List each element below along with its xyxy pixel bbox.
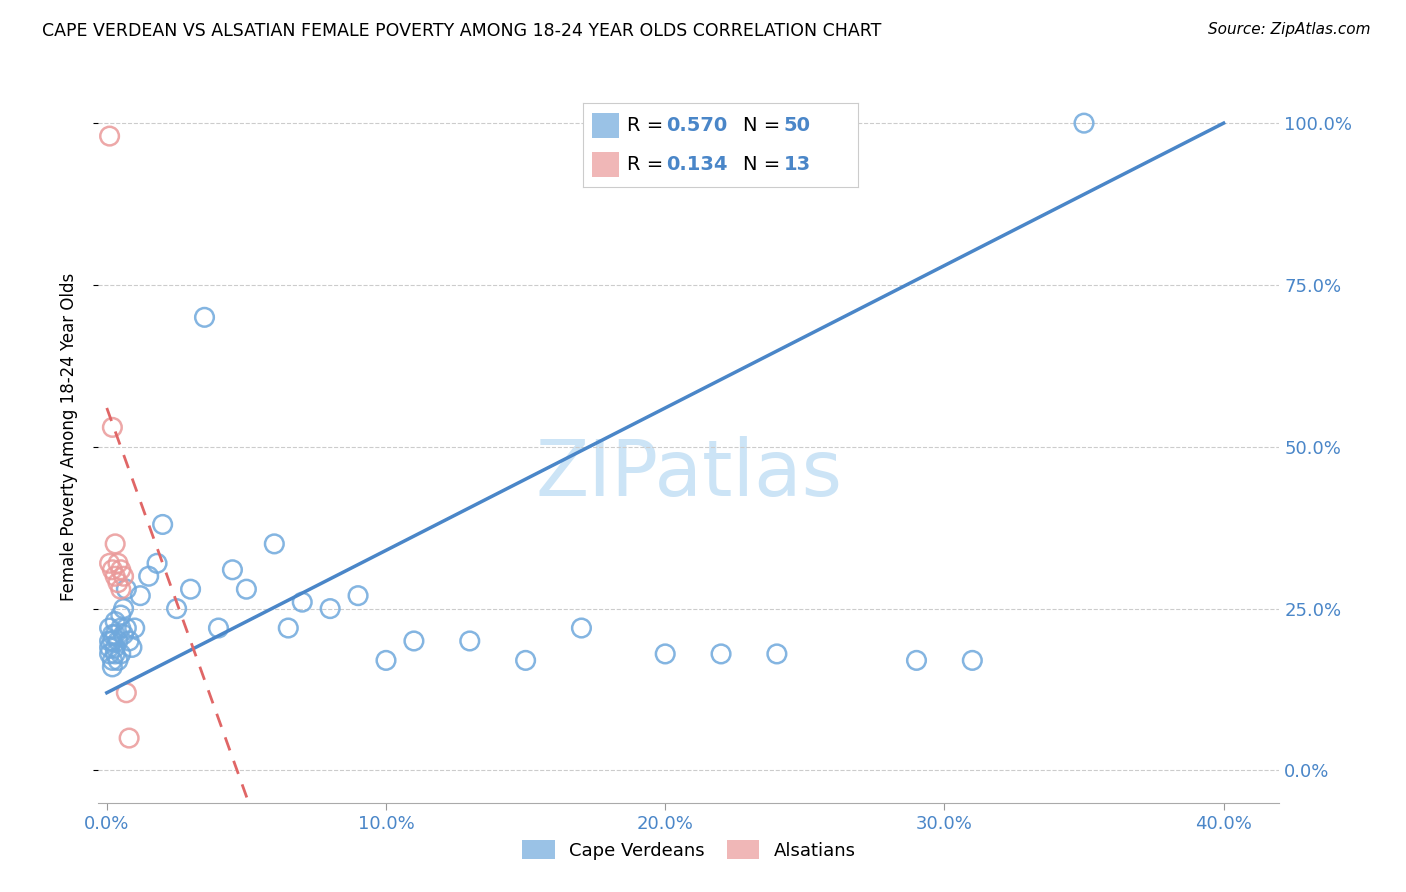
Text: N =: N = — [742, 155, 780, 174]
Point — [110, 647, 132, 661]
Point — [107, 557, 129, 571]
Point — [221, 563, 243, 577]
Point — [98, 647, 121, 661]
Point — [654, 647, 676, 661]
Point — [402, 634, 425, 648]
Point — [138, 569, 160, 583]
Point — [101, 627, 124, 641]
Point — [104, 569, 127, 583]
Point — [118, 634, 141, 648]
Point — [905, 653, 928, 667]
Point — [347, 589, 370, 603]
Point — [115, 621, 138, 635]
Point — [124, 621, 146, 635]
Point — [98, 640, 121, 655]
Point — [766, 647, 789, 661]
Text: 50: 50 — [783, 116, 811, 135]
Point — [193, 310, 215, 325]
Point — [1073, 116, 1095, 130]
Text: 0.134: 0.134 — [666, 155, 727, 174]
Bar — [592, 112, 619, 138]
Point — [962, 653, 984, 667]
Point — [571, 621, 593, 635]
Point — [112, 627, 135, 641]
Point — [107, 653, 129, 667]
Point — [98, 557, 121, 571]
Text: N =: N = — [742, 116, 780, 135]
Point — [207, 621, 229, 635]
Point — [235, 582, 257, 597]
Text: CAPE VERDEAN VS ALSATIAN FEMALE POVERTY AMONG 18-24 YEAR OLDS CORRELATION CHART: CAPE VERDEAN VS ALSATIAN FEMALE POVERTY … — [42, 22, 882, 40]
Point — [458, 634, 481, 648]
Text: ZIPatlas: ZIPatlas — [536, 435, 842, 512]
Point — [98, 621, 121, 635]
Point — [180, 582, 202, 597]
Point — [101, 634, 124, 648]
Point — [110, 621, 132, 635]
Point — [104, 647, 127, 661]
Point — [129, 589, 152, 603]
Point — [146, 557, 169, 571]
Point — [515, 653, 537, 667]
Text: R =: R = — [627, 116, 664, 135]
Point — [115, 582, 138, 597]
Point — [101, 563, 124, 577]
Y-axis label: Female Poverty Among 18-24 Year Olds: Female Poverty Among 18-24 Year Olds — [59, 273, 77, 601]
Point — [101, 653, 124, 667]
Point — [166, 601, 188, 615]
Point — [101, 660, 124, 674]
Point — [112, 569, 135, 583]
Bar — [592, 152, 619, 178]
Point — [101, 420, 124, 434]
Point — [118, 731, 141, 745]
Point — [263, 537, 285, 551]
Point — [104, 627, 127, 641]
Text: R =: R = — [627, 155, 664, 174]
Legend: Cape Verdeans, Alsatians: Cape Verdeans, Alsatians — [515, 833, 863, 867]
Point — [110, 608, 132, 623]
Point — [115, 686, 138, 700]
Text: Source: ZipAtlas.com: Source: ZipAtlas.com — [1208, 22, 1371, 37]
Point — [319, 601, 342, 615]
Point — [110, 563, 132, 577]
Point — [375, 653, 398, 667]
Point — [98, 634, 121, 648]
Point — [104, 537, 127, 551]
Point — [710, 647, 733, 661]
Point — [107, 575, 129, 590]
Text: 0.570: 0.570 — [666, 116, 727, 135]
Point — [152, 517, 174, 532]
Point — [98, 129, 121, 144]
Point — [277, 621, 299, 635]
Point — [104, 615, 127, 629]
Text: 13: 13 — [783, 155, 811, 174]
Point — [112, 601, 135, 615]
Point — [121, 640, 143, 655]
Point — [291, 595, 314, 609]
Point — [104, 640, 127, 655]
Point — [110, 582, 132, 597]
Point — [107, 634, 129, 648]
